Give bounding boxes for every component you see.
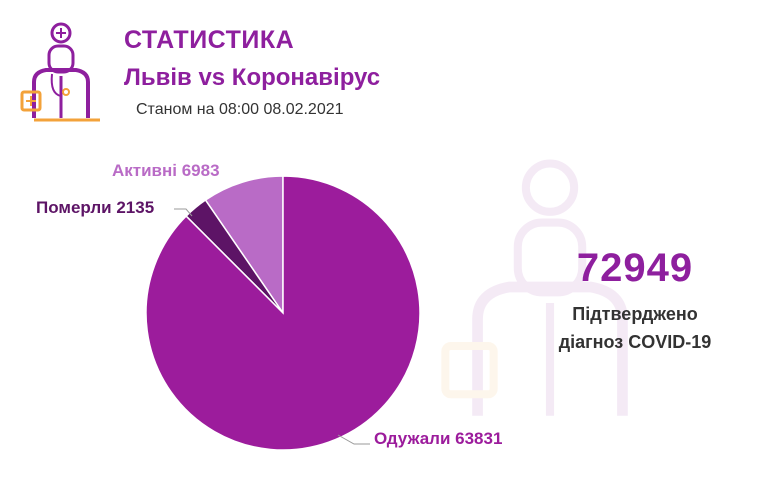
slice-label-died: Померли 2135	[36, 198, 154, 217]
total-confirmed: 72949	[576, 246, 694, 290]
pie-slice-active	[204, 175, 284, 316]
total-caption: Підтверджено діагноз COVID-19	[540, 300, 730, 356]
doctor-watermark-icon	[441, 159, 628, 416]
leader-line-recovered	[337, 434, 370, 445]
page-subtitle: Львів vs Коронавірус	[124, 64, 381, 91]
doctor-icon	[20, 22, 100, 122]
slice-label-active: Активні 6983	[112, 161, 220, 180]
leader-line-died	[174, 208, 193, 217]
total-caption-line1: Підтверджено	[572, 304, 698, 324]
pie-slice-recovered	[145, 175, 421, 451]
total-caption-line2: діагноз COVID-19	[558, 332, 712, 352]
page-title: СТАТИСТИКА	[124, 26, 295, 54]
as-of-date: Станом на 08:00 08.02.2021	[136, 101, 344, 118]
slice-label-recovered: Одужали 63831	[374, 429, 502, 448]
